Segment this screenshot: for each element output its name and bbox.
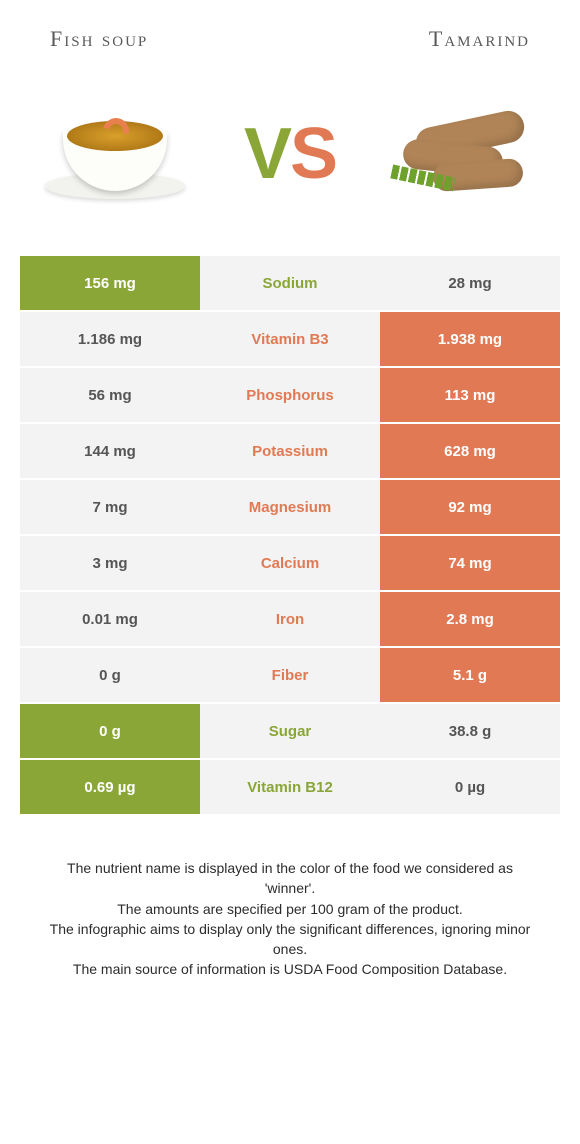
right-value: 74 mg	[380, 536, 560, 590]
nutrient-label: Vitamin B12	[200, 760, 380, 814]
table-row: 0.69 µgVitamin B120 µg	[20, 758, 560, 814]
right-value: 28 mg	[380, 256, 560, 310]
table-row: 144 mgPotassium628 mg	[20, 422, 560, 478]
left-value: 1.186 mg	[20, 312, 200, 366]
vs-v: V	[244, 114, 290, 194]
left-value: 56 mg	[20, 368, 200, 422]
table-row: 0 gSugar38.8 g	[20, 702, 560, 758]
nutrient-label: Sodium	[200, 256, 380, 310]
nutrient-label: Magnesium	[200, 480, 380, 534]
left-value: 3 mg	[20, 536, 200, 590]
table-row: 3 mgCalcium74 mg	[20, 534, 560, 590]
right-value: 1.938 mg	[380, 312, 560, 366]
hero-row: VS	[20, 64, 560, 254]
right-value: 2.8 mg	[380, 592, 560, 646]
right-value: 628 mg	[380, 424, 560, 478]
left-value: 0 g	[20, 648, 200, 702]
right-value: 0 µg	[380, 760, 560, 814]
footnote-line: The infographic aims to display only the…	[44, 919, 536, 960]
table-row: 0 gFiber5.1 g	[20, 646, 560, 702]
left-value: 7 mg	[20, 480, 200, 534]
nutrient-label: Iron	[200, 592, 380, 646]
vs-label: VS	[244, 113, 336, 195]
table-row: 1.186 mgVitamin B31.938 mg	[20, 310, 560, 366]
vs-s: S	[290, 114, 336, 194]
right-value: 92 mg	[380, 480, 560, 534]
nutrient-label: Fiber	[200, 648, 380, 702]
footnote-line: The nutrient name is displayed in the co…	[44, 858, 536, 899]
comparison-table: 156 mgSodium28 mg1.186 mgVitamin B31.938…	[20, 254, 560, 814]
left-value: 0.69 µg	[20, 760, 200, 814]
fish-soup-image	[30, 94, 200, 214]
left-value: 144 mg	[20, 424, 200, 478]
nutrient-label: Phosphorus	[200, 368, 380, 422]
nutrient-label: Potassium	[200, 424, 380, 478]
nutrient-label: Vitamin B3	[200, 312, 380, 366]
table-row: 7 mgMagnesium92 mg	[20, 478, 560, 534]
footnotes: The nutrient name is displayed in the co…	[20, 814, 560, 980]
tamarind-image	[380, 94, 550, 214]
table-row: 156 mgSodium28 mg	[20, 254, 560, 310]
left-value: 0 g	[20, 704, 200, 758]
table-row: 0.01 mgIron2.8 mg	[20, 590, 560, 646]
nutrient-label: Calcium	[200, 536, 380, 590]
left-value: 0.01 mg	[20, 592, 200, 646]
right-value: 38.8 g	[380, 704, 560, 758]
footnote-line: The amounts are specified per 100 gram o…	[44, 899, 536, 919]
right-value: 5.1 g	[380, 648, 560, 702]
right-food-title: Tamarind	[429, 26, 530, 52]
right-value: 113 mg	[380, 368, 560, 422]
table-row: 56 mgPhosphorus113 mg	[20, 366, 560, 422]
left-value: 156 mg	[20, 256, 200, 310]
left-food-title: Fish soup	[50, 26, 148, 52]
footnote-line: The main source of information is USDA F…	[44, 959, 536, 979]
nutrient-label: Sugar	[200, 704, 380, 758]
